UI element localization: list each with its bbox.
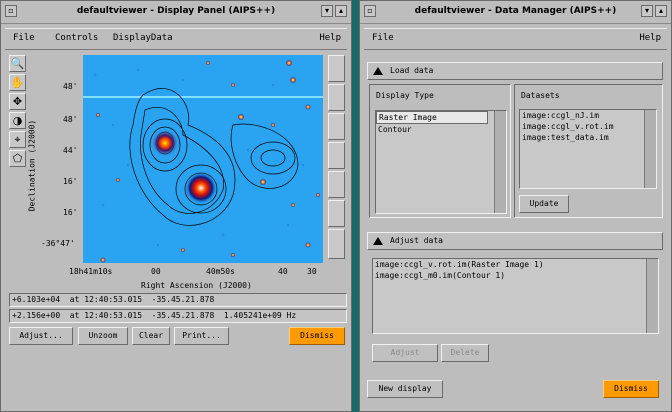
dismiss-data-manager-button[interactable]: Dismiss bbox=[603, 380, 659, 398]
adjust-data-label: Adjust data bbox=[390, 236, 443, 245]
loaded-data-item[interactable]: image:ccgl_v.rot.im(Raster Image 1) bbox=[375, 260, 544, 269]
y-tick: 16' bbox=[63, 177, 78, 186]
display-type-label: Display Type bbox=[376, 91, 434, 100]
x-tick: 18h41m10s bbox=[69, 267, 113, 276]
datasets-panel: Datasets image:ccgl_nJ.im image:ccgl_v.r… bbox=[514, 84, 663, 218]
view-scroll-button[interactable] bbox=[328, 171, 345, 198]
window-menu-icon[interactable]: ▫ bbox=[364, 5, 376, 17]
datasets-list[interactable]: image:ccgl_nJ.im image:ccgl_v.rot.im ima… bbox=[519, 109, 657, 189]
x-tick: 30 bbox=[307, 267, 317, 276]
image-canvas[interactable] bbox=[83, 55, 323, 263]
display-type-panel: Display Type Raster Image Contour bbox=[369, 84, 511, 218]
view-scroll-button[interactable] bbox=[328, 200, 345, 227]
dataset-item[interactable]: image:ccgl_nJ.im bbox=[522, 111, 600, 120]
colormap-icon[interactable]: ◑ bbox=[9, 112, 26, 129]
collapse-triangle-icon[interactable] bbox=[373, 237, 383, 245]
display-panel-window: ▫ defaultviewer - Display Panel (AIPS++)… bbox=[0, 0, 352, 412]
dataset-item[interactable]: image:ccgl_v.rot.im bbox=[522, 122, 614, 131]
source-blob bbox=[185, 172, 217, 204]
menu-controls[interactable]: Controls bbox=[55, 33, 99, 43]
menu-displaydata[interactable]: DisplayData bbox=[113, 33, 173, 43]
print-button[interactable]: Print... bbox=[174, 327, 229, 345]
view-scroll-button[interactable] bbox=[328, 55, 345, 82]
minimize-icon[interactable]: ▾ bbox=[321, 5, 333, 17]
y-tick: -36°47' bbox=[41, 239, 75, 248]
update-button[interactable]: Update bbox=[519, 195, 569, 213]
menu-help[interactable]: Help bbox=[319, 33, 341, 43]
y-tick: 16' bbox=[63, 208, 78, 217]
y-tick: 48' bbox=[63, 115, 78, 124]
display-panel-menubar: File Controls DisplayData Help bbox=[5, 28, 347, 50]
dismiss-button[interactable]: Dismiss bbox=[289, 327, 345, 345]
collapse-triangle-icon[interactable] bbox=[373, 67, 383, 75]
unzoom-button[interactable]: Unzoom bbox=[78, 327, 128, 345]
x-tick: 40 bbox=[278, 267, 288, 276]
menu-help[interactable]: Help bbox=[639, 33, 661, 43]
y-axis-label: Declination (J2000) bbox=[27, 119, 37, 212]
load-data-label: Load data bbox=[390, 66, 434, 75]
view-scroll-button[interactable] bbox=[328, 113, 345, 140]
position-readout-1: +6.103e+04 at 12:40:53.015 -35.45.21.878 bbox=[9, 293, 347, 307]
noise-field bbox=[93, 68, 305, 247]
position-readout-2: +2.156e+00 at 12:40:53.015 -35.45.21.878… bbox=[9, 309, 347, 323]
minimize-icon[interactable]: ▾ bbox=[641, 5, 653, 17]
position-icon[interactable]: ⌖ bbox=[9, 131, 26, 148]
source-blob bbox=[151, 129, 179, 157]
view-scroll-button[interactable] bbox=[328, 142, 345, 169]
loaded-data-list[interactable]: image:ccgl_v.rot.im(Raster Image 1) imag… bbox=[372, 258, 659, 334]
display-type-item[interactable]: Contour bbox=[378, 125, 412, 134]
zoom-icon[interactable]: 🔍 bbox=[9, 55, 26, 72]
maximize-icon[interactable]: ▴ bbox=[655, 5, 667, 17]
loaded-data-item[interactable]: image:ccgl_m0.im(Contour 1) bbox=[375, 271, 506, 280]
y-tick: 48' bbox=[63, 82, 78, 91]
display-type-scrollbar[interactable] bbox=[494, 111, 506, 213]
loaded-data-scrollbar[interactable] bbox=[646, 259, 658, 333]
polygon-region-icon[interactable]: ⬠ bbox=[9, 150, 26, 167]
adjust-button[interactable]: Adjust... bbox=[9, 327, 73, 345]
pan-hand-icon[interactable]: ✋ bbox=[9, 74, 26, 91]
star-field bbox=[96, 60, 320, 263]
new-display-button[interactable]: New display bbox=[367, 380, 443, 398]
window-menu-icon[interactable]: ▫ bbox=[5, 5, 17, 17]
view-scroll-button[interactable] bbox=[328, 84, 345, 111]
adjust-data-button[interactable]: Adjust bbox=[372, 344, 438, 362]
maximize-icon[interactable]: ▴ bbox=[335, 5, 347, 17]
data-manager-titlebar[interactable]: ▫ defaultviewer - Data Manager (AIPS++) … bbox=[360, 1, 671, 24]
datasets-scrollbar[interactable] bbox=[644, 110, 656, 188]
display-panel-title: defaultviewer - Display Panel (AIPS++) bbox=[76, 6, 276, 16]
load-data-section-header[interactable]: Load data bbox=[367, 62, 663, 80]
data-manager-menubar: File Help bbox=[364, 28, 667, 50]
display-type-list[interactable]: Raster Image Contour bbox=[375, 110, 507, 214]
datasets-label: Datasets bbox=[521, 91, 560, 100]
display-panel-titlebar[interactable]: ▫ defaultviewer - Display Panel (AIPS++)… bbox=[1, 1, 351, 24]
x-tick: 40m50s bbox=[206, 267, 235, 276]
menu-file[interactable]: File bbox=[13, 33, 35, 43]
move-icon[interactable]: ✥ bbox=[9, 93, 26, 110]
x-tick: 00 bbox=[151, 267, 161, 276]
data-manager-title: defaultviewer - Data Manager (AIPS++) bbox=[414, 6, 617, 16]
menu-file[interactable]: File bbox=[372, 33, 394, 43]
dataset-item[interactable]: image:test_data.im bbox=[522, 133, 609, 142]
adjust-data-section-header[interactable]: Adjust data bbox=[367, 232, 663, 250]
x-axis-label: Right Ascension (J2000) bbox=[141, 281, 252, 290]
delete-data-button[interactable]: Delete bbox=[441, 344, 489, 362]
clear-button[interactable]: Clear bbox=[132, 327, 170, 345]
display-type-item[interactable]: Raster Image bbox=[376, 111, 488, 124]
image-background bbox=[83, 55, 323, 263]
y-tick: 44' bbox=[63, 146, 78, 155]
view-scroll-button[interactable] bbox=[328, 229, 345, 259]
